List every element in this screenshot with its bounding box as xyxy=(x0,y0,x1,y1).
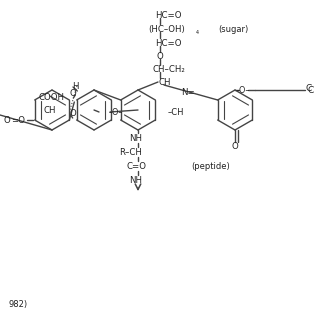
Text: C: C xyxy=(305,84,311,92)
Text: H: H xyxy=(72,82,78,91)
Text: CH: CH xyxy=(44,106,56,115)
Text: C: C xyxy=(308,85,314,94)
Text: O: O xyxy=(232,141,238,150)
Text: (HC–OH): (HC–OH) xyxy=(148,25,185,34)
Text: NH: NH xyxy=(130,175,142,185)
Text: CH–CH₂: CH–CH₂ xyxy=(152,65,185,74)
Text: O: O xyxy=(3,116,10,124)
Text: CH: CH xyxy=(158,77,171,86)
Text: HC=O: HC=O xyxy=(155,11,181,20)
Text: O: O xyxy=(69,108,76,117)
Text: COOH: COOH xyxy=(38,92,64,101)
Text: R–CH: R–CH xyxy=(120,148,142,156)
Text: –O–: –O– xyxy=(109,108,123,116)
Text: 982): 982) xyxy=(8,300,27,309)
Text: NH: NH xyxy=(130,133,142,142)
Text: (sugar): (sugar) xyxy=(218,25,248,34)
Text: N=: N= xyxy=(181,87,195,97)
Text: =O: =O xyxy=(11,116,25,124)
Text: –CH: –CH xyxy=(168,108,185,116)
Text: (peptide): (peptide) xyxy=(191,162,230,171)
Text: C=O: C=O xyxy=(126,162,146,171)
Text: O: O xyxy=(70,89,77,98)
Text: –O–: –O– xyxy=(236,85,250,94)
Text: HC=O: HC=O xyxy=(155,38,181,47)
Text: ₄: ₄ xyxy=(196,27,199,36)
Text: O: O xyxy=(156,52,164,60)
